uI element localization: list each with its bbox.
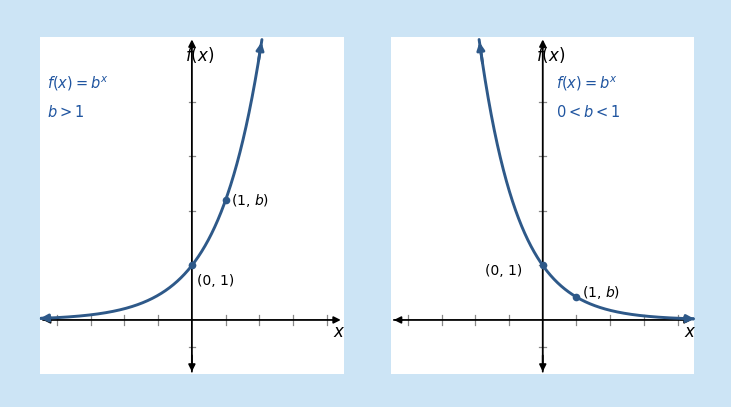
Text: $f(x)$: $f(x)$: [185, 45, 214, 65]
Text: $f(x) = b^x$
$0 < b < 1$: $f(x) = b^x$ $0 < b < 1$: [556, 75, 621, 120]
Text: x: x: [333, 323, 344, 341]
Text: (0, 1): (0, 1): [197, 274, 234, 288]
Text: (1, $b$): (1, $b$): [582, 284, 620, 301]
Text: x: x: [684, 323, 694, 341]
Text: $f(x)$: $f(x)$: [536, 45, 565, 65]
Text: $f(x) = b^x$
$b > 1$: $f(x) = b^x$ $b > 1$: [47, 75, 109, 120]
Text: (1, $b$): (1, $b$): [231, 192, 269, 208]
Text: (0, 1): (0, 1): [485, 264, 523, 278]
